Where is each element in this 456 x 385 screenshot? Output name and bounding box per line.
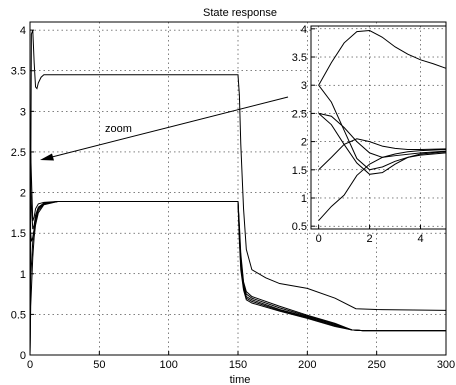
main-y-tick-label: 0 [20,350,26,362]
inset-series-group [318,29,447,221]
main-y-tick-label: 2.5 [11,147,26,159]
main-x-tick-label: 150 [229,359,247,371]
inset-x-tick-label: 2 [367,233,373,245]
inset-y-tick-label: 0.5 [292,221,307,233]
inset-y-tick-label: 3.5 [292,52,307,64]
zoom-arrow-shaft [47,96,289,159]
inset-plot-area [310,25,447,230]
main-x-tick-label: 200 [298,359,316,371]
inset-gridlines [311,26,446,229]
inset-y-tick-label: 1.5 [292,165,307,177]
inset-x-tick-label: 4 [417,233,423,245]
main-series-line-6 [29,201,446,356]
zoom-annotation: zoom [40,96,289,161]
inset-series-line-4 [318,113,447,175]
main-x-tick-label: 300 [437,359,455,371]
main-y-tick-label: 1.5 [11,228,26,240]
inset-y-tick-label: 1 [301,193,307,205]
inset-x-tick-label: 0 [316,233,322,245]
inset-y-tick-label: 4 [301,24,307,36]
main-axis-ticks: 0 50 100 150 200 250 300 0 0.5 1 1.5 2 2.5 3 3.5 4 [11,25,455,371]
inset-series-line-5 [318,138,447,171]
main-y-tick-label: 4 [20,25,26,37]
inset-series-line-1 [318,29,447,86]
main-series-line-1 [29,29,447,356]
x-axis-label: time [230,374,251,385]
main-y-tick-label: 3.5 [11,66,26,78]
inset-series-line-2 [318,84,447,171]
main-x-tick-label: 50 [93,359,105,371]
inset-y-tick-label: 2 [301,137,307,149]
zoom-arrow-head [40,153,54,161]
zoom-label: zoom [105,123,132,135]
inset-series-line-3 [318,112,447,158]
inset-y-tick-label: 3 [301,80,307,92]
main-y-tick-label: 2 [20,188,26,200]
main-y-tick-label: 0.5 [11,309,26,321]
chart-title: State response [203,7,277,19]
inset-axis-ticks: 0 2 4 0.5 1 1.5 2 2.5 3 3.5 4 [292,24,424,245]
main-x-tick-label: 0 [27,359,33,371]
main-x-tick-label: 250 [367,359,385,371]
main-y-tick-label: 3 [20,106,26,118]
main-x-tick-label: 100 [159,359,177,371]
inset-y-tick-label: 2.5 [292,108,307,120]
main-y-tick-label: 1 [20,269,26,281]
inset-series-line-6 [318,148,447,221]
